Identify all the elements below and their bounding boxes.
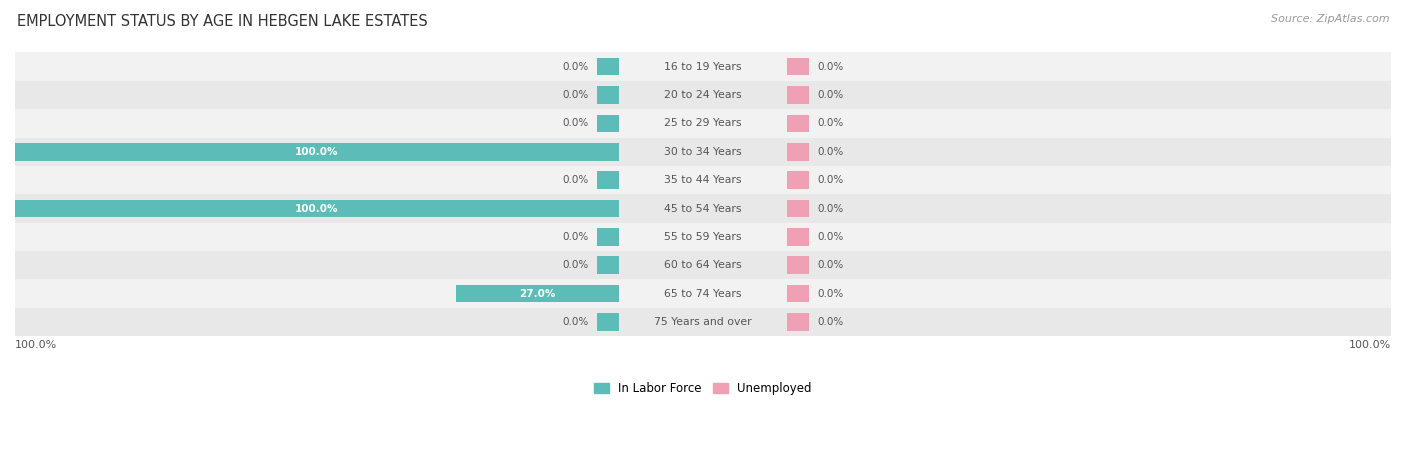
- Text: 100.0%: 100.0%: [295, 203, 339, 214]
- Text: 0.0%: 0.0%: [562, 118, 588, 128]
- Bar: [787, 171, 808, 189]
- Text: 0.0%: 0.0%: [818, 317, 844, 327]
- Text: 16 to 19 Years: 16 to 19 Years: [664, 62, 742, 72]
- Text: 30 to 34 Years: 30 to 34 Years: [664, 147, 742, 157]
- Bar: [598, 313, 619, 331]
- Bar: [787, 200, 808, 217]
- Bar: [598, 86, 619, 104]
- Text: 0.0%: 0.0%: [562, 232, 588, 242]
- Bar: [787, 285, 808, 302]
- Bar: [15, 143, 619, 161]
- Bar: [787, 86, 808, 104]
- Text: 0.0%: 0.0%: [818, 203, 844, 214]
- Bar: [15, 200, 619, 217]
- Text: 75 Years and over: 75 Years and over: [654, 317, 752, 327]
- Text: 27.0%: 27.0%: [519, 289, 555, 299]
- Bar: [598, 228, 619, 246]
- Text: Source: ZipAtlas.com: Source: ZipAtlas.com: [1271, 14, 1389, 23]
- Bar: [787, 143, 808, 161]
- Bar: [15, 279, 1391, 308]
- Text: 0.0%: 0.0%: [562, 317, 588, 327]
- Bar: [787, 58, 808, 76]
- Bar: [15, 166, 1391, 194]
- Text: 20 to 24 Years: 20 to 24 Years: [664, 90, 742, 100]
- Text: 0.0%: 0.0%: [818, 118, 844, 128]
- Text: 0.0%: 0.0%: [562, 175, 588, 185]
- Text: 0.0%: 0.0%: [562, 62, 588, 72]
- Bar: [15, 109, 1391, 138]
- Bar: [598, 115, 619, 132]
- Bar: [787, 228, 808, 246]
- Bar: [15, 223, 1391, 251]
- Legend: In Labor Force, Unemployed: In Labor Force, Unemployed: [595, 382, 811, 395]
- Text: 25 to 29 Years: 25 to 29 Years: [664, 118, 742, 128]
- Bar: [598, 171, 619, 189]
- Text: 0.0%: 0.0%: [818, 90, 844, 100]
- Bar: [15, 194, 1391, 223]
- Text: 0.0%: 0.0%: [818, 175, 844, 185]
- Bar: [15, 81, 1391, 109]
- Text: 60 to 64 Years: 60 to 64 Years: [664, 260, 742, 270]
- Text: 0.0%: 0.0%: [818, 62, 844, 72]
- Bar: [456, 285, 619, 302]
- Text: 35 to 44 Years: 35 to 44 Years: [664, 175, 742, 185]
- Bar: [598, 256, 619, 274]
- Text: 65 to 74 Years: 65 to 74 Years: [664, 289, 742, 299]
- Bar: [15, 251, 1391, 279]
- Text: 0.0%: 0.0%: [562, 260, 588, 270]
- Bar: [787, 115, 808, 132]
- Text: 0.0%: 0.0%: [818, 260, 844, 270]
- Bar: [598, 58, 619, 76]
- Text: 55 to 59 Years: 55 to 59 Years: [664, 232, 742, 242]
- Bar: [15, 52, 1391, 81]
- Text: 0.0%: 0.0%: [818, 232, 844, 242]
- Bar: [787, 313, 808, 331]
- Text: 100.0%: 100.0%: [1348, 340, 1391, 350]
- Text: 100.0%: 100.0%: [295, 147, 339, 157]
- Text: 100.0%: 100.0%: [15, 340, 58, 350]
- Bar: [15, 308, 1391, 336]
- Text: 0.0%: 0.0%: [818, 147, 844, 157]
- Text: 0.0%: 0.0%: [818, 289, 844, 299]
- Text: 0.0%: 0.0%: [562, 90, 588, 100]
- Bar: [15, 138, 1391, 166]
- Text: EMPLOYMENT STATUS BY AGE IN HEBGEN LAKE ESTATES: EMPLOYMENT STATUS BY AGE IN HEBGEN LAKE …: [17, 14, 427, 28]
- Text: 45 to 54 Years: 45 to 54 Years: [664, 203, 742, 214]
- Bar: [787, 256, 808, 274]
